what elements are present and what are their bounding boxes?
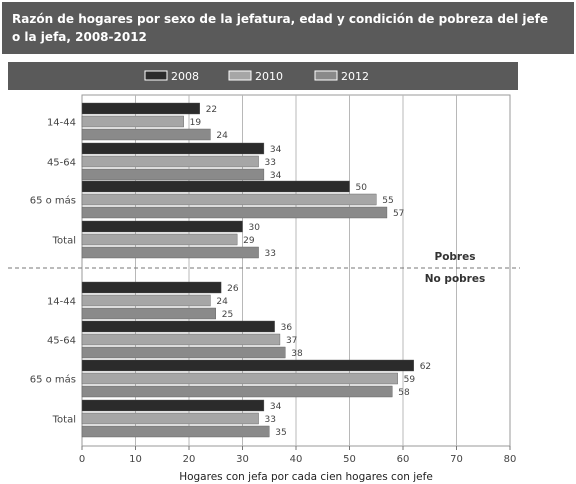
category-label: 14-44 bbox=[47, 118, 76, 129]
bar bbox=[81, 294, 211, 307]
x-tick-label: 60 bbox=[397, 454, 410, 465]
data-label: 34 bbox=[270, 402, 282, 412]
data-label: 34 bbox=[270, 145, 282, 155]
data-label: 30 bbox=[249, 223, 261, 233]
bar bbox=[81, 102, 200, 115]
legend-bar bbox=[8, 62, 518, 90]
bar bbox=[81, 128, 211, 141]
data-label: 33 bbox=[265, 249, 276, 259]
category-label: 45-64 bbox=[47, 158, 76, 169]
bar bbox=[81, 233, 238, 246]
category-label: 45-64 bbox=[47, 336, 76, 347]
x-axis-label: Hogares con jefa por cada cien hogares c… bbox=[179, 471, 433, 483]
bar bbox=[81, 155, 259, 168]
data-label: 35 bbox=[275, 428, 286, 438]
x-tick-label: 10 bbox=[129, 454, 142, 465]
bar bbox=[81, 425, 270, 438]
data-label: 59 bbox=[404, 375, 416, 385]
bar bbox=[81, 307, 216, 320]
legend-swatch bbox=[314, 70, 338, 81]
data-label: 55 bbox=[382, 196, 393, 206]
x-tick-label: 0 bbox=[79, 454, 85, 465]
chart-title-line-2: o la jefa, 2008-2012 bbox=[12, 30, 147, 44]
legend-swatch bbox=[144, 70, 168, 81]
group-label: No pobres bbox=[425, 273, 485, 285]
bar bbox=[81, 385, 393, 398]
data-label: 57 bbox=[393, 209, 404, 219]
group-label: Pobres bbox=[435, 251, 476, 263]
data-label: 33 bbox=[265, 158, 276, 168]
data-label: 24 bbox=[216, 131, 228, 141]
bar bbox=[81, 220, 243, 233]
category-label: 65 o más bbox=[30, 195, 76, 207]
category-label: Total bbox=[52, 236, 76, 247]
bar bbox=[81, 359, 414, 372]
bar bbox=[81, 168, 265, 181]
data-label: 22 bbox=[206, 105, 217, 115]
data-label: 58 bbox=[398, 388, 410, 398]
data-label: 29 bbox=[243, 236, 255, 246]
bar bbox=[81, 193, 377, 206]
data-label: 24 bbox=[216, 297, 228, 307]
data-label: 25 bbox=[222, 310, 233, 320]
data-label: 33 bbox=[265, 415, 276, 425]
data-label: 34 bbox=[270, 171, 282, 181]
category-label: 65 o más bbox=[30, 374, 76, 386]
bar bbox=[81, 372, 398, 385]
bar bbox=[81, 142, 265, 155]
chart-title-bar: Razón de hogares por sexo de la jefatura… bbox=[2, 2, 574, 54]
legend-swatch bbox=[228, 70, 252, 81]
x-tick-label: 50 bbox=[343, 454, 356, 465]
chart-title-line-1: Razón de hogares por sexo de la jefatura… bbox=[12, 12, 548, 26]
bar bbox=[81, 333, 281, 346]
legend-label: 2010 bbox=[255, 70, 283, 83]
data-label: 50 bbox=[356, 183, 368, 193]
bar bbox=[81, 320, 275, 333]
bar bbox=[81, 399, 265, 412]
category-label: 14-44 bbox=[47, 297, 76, 308]
bar bbox=[81, 346, 286, 359]
x-tick-label: 80 bbox=[504, 454, 517, 465]
data-label: 62 bbox=[420, 362, 431, 372]
bar bbox=[81, 206, 388, 219]
data-label: 37 bbox=[286, 336, 297, 346]
legend-label: 2008 bbox=[171, 70, 199, 83]
data-label: 36 bbox=[281, 323, 293, 333]
legend-label: 2012 bbox=[341, 70, 369, 83]
data-label: 26 bbox=[227, 284, 239, 294]
bar bbox=[81, 115, 184, 128]
x-tick-label: 40 bbox=[290, 454, 303, 465]
x-tick-label: 70 bbox=[450, 454, 463, 465]
bar bbox=[81, 281, 222, 294]
bar bbox=[81, 180, 350, 193]
bar bbox=[81, 412, 259, 425]
x-tick-label: 20 bbox=[183, 454, 196, 465]
data-label: 19 bbox=[190, 118, 202, 128]
category-label: Total bbox=[52, 415, 76, 426]
data-label: 38 bbox=[291, 349, 303, 359]
bar bbox=[81, 246, 259, 259]
x-tick-label: 30 bbox=[236, 454, 249, 465]
